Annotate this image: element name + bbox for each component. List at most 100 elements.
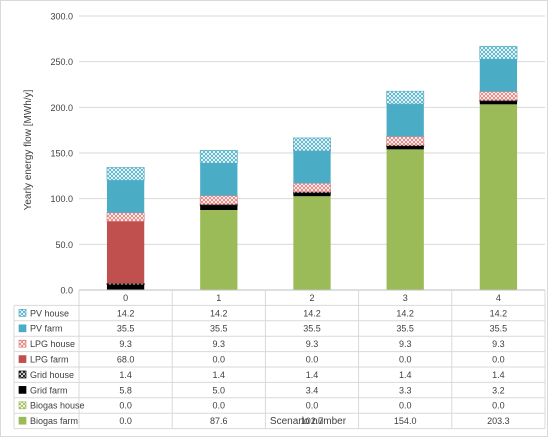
y-tick-label: 50.0 [55,240,73,250]
data-label: 154.0 [394,416,417,426]
legend-entry: LPG farm [30,355,69,365]
legend-entry: LPG house [30,339,75,349]
legend-key [18,416,27,425]
x-tick-label: 0 [123,293,128,303]
bar-segment [106,180,145,213]
data-label: 0.0 [492,355,505,365]
bar-segment [479,101,518,105]
bar-segment [293,193,331,197]
bar-segment [200,205,238,210]
bar-segment [479,104,518,290]
data-label: 3.4 [306,385,319,395]
legend-key [18,370,27,379]
y-tick-label: 250.0 [50,57,73,67]
legend-entry: Biogas farm [30,416,78,426]
legend-entry: Grid house [30,370,74,380]
data-label: 1.4 [119,370,132,380]
data-label: 203.3 [487,416,510,426]
data-label: 0.0 [492,401,505,411]
bar-segment [386,104,424,137]
bar-segment [386,146,424,150]
data-label: 9.3 [399,339,412,349]
data-label: 9.3 [119,339,132,349]
y-axis-label: Yearly energy flow [MWh/y] [23,89,34,210]
data-label: 35.5 [210,324,228,334]
data-label: 0.0 [213,401,226,411]
data-label: 3.3 [399,385,412,395]
bar-segment [106,212,145,222]
y-tick-label: 0.0 [60,286,73,296]
legend-entry: PV farm [30,324,63,334]
bar-segment [199,195,238,205]
data-label: 14.2 [303,308,321,318]
x-tick-label: 1 [216,293,221,303]
x-axis-label: Scenario number [270,416,347,427]
y-tick-label: 150.0 [50,149,73,159]
legend-key [18,386,27,394]
bar-segment [200,163,238,196]
bar-segment [106,167,145,181]
bar-segment [386,136,425,146]
data-label: 9.3 [213,339,226,349]
x-tick-label: 3 [403,293,408,303]
data-label: 9.3 [306,339,319,349]
data-label: 9.3 [492,339,505,349]
bar-segment [386,149,424,290]
bar-segment [106,283,145,286]
data-label: 14.2 [490,308,508,318]
data-label: 0.0 [119,416,132,426]
data-label: 0.0 [306,355,319,365]
data-label: 14.2 [396,308,414,318]
data-label: 0.0 [306,401,319,411]
bars [106,45,518,290]
data-label: 1.4 [213,370,226,380]
data-label: 0.0 [213,355,226,365]
bar-segment [293,137,331,152]
legend-entry: PV house [30,308,69,318]
data-label: 0.0 [399,355,412,365]
data-label: 1.4 [399,370,412,380]
data-label: 35.5 [303,324,321,334]
data-label: 5.8 [119,385,132,395]
data-label: 3.2 [492,385,505,395]
data-label: 102.7 [301,416,324,426]
x-tick-label: 4 [496,293,501,303]
data-label: 68.0 [117,355,135,365]
legend-key [18,339,27,348]
data-label: 0.0 [399,401,412,411]
legend-entry: Biogas house [30,401,85,411]
data-label: 5.0 [213,385,226,395]
data-label: 14.2 [210,308,228,318]
bar-segment [199,149,238,164]
bar-segment [479,91,518,101]
bar-segment [200,209,238,290]
legend-key [18,309,27,317]
data-label: 1.4 [306,370,319,380]
data-label: 0.0 [119,401,132,411]
data-label: 14.2 [117,308,135,318]
bar-segment [293,196,331,290]
data-label: 35.5 [396,324,414,334]
bar-segment [293,183,331,193]
y-tick-label: 300.0 [50,12,73,22]
bar-segment [479,59,518,92]
data-label: 35.5 [490,324,508,334]
bar-segment [106,284,145,290]
legend-entry: Grid farm [30,385,68,395]
y-tick-label: 200.0 [50,103,73,113]
x-tick-label: 2 [309,293,314,303]
bar-segment [293,150,331,184]
bar-segment [479,45,518,60]
y-axis: 0.0 50.0 100.0 150.0 200.0 250.0 300.0 [50,12,73,296]
data-label: 35.5 [117,324,135,334]
legend-key [18,355,27,363]
data-label: 1.4 [492,370,505,380]
bar-segment [106,221,145,284]
bar-segment [386,90,425,105]
data-table: 0 1 2 3 4 PV house 14.2 14.2 14.2 14.2 14.2 PV farm… [13,289,546,430]
legend-key [18,401,27,410]
y-tick-label: 100.0 [50,194,73,204]
data-label: 87.6 [210,416,228,426]
